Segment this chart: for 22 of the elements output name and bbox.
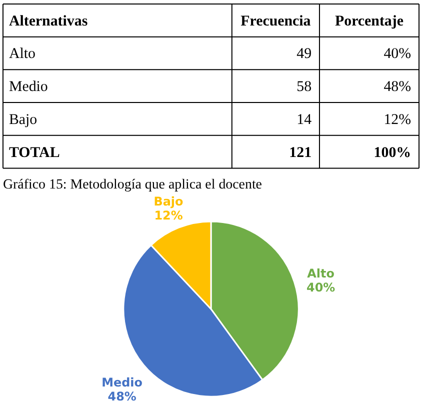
text: 40% bbox=[384, 46, 412, 62]
text: Alternativas bbox=[8, 13, 88, 30]
data-label: 48% bbox=[108, 390, 136, 404]
text: 100% bbox=[374, 144, 412, 161]
text: Porcentaje bbox=[335, 13, 404, 30]
data-label: 12% bbox=[154, 208, 183, 223]
slice-label: Medio bbox=[102, 376, 142, 390]
chart-title: Gráfico 15: Metodología que aplica el docente bbox=[2, 178, 262, 193]
slice-label: Alto bbox=[307, 266, 334, 280]
text: Bajo bbox=[8, 112, 38, 128]
text: 48% bbox=[384, 79, 412, 96]
text: Medio bbox=[8, 79, 48, 96]
text: Alto bbox=[8, 46, 36, 62]
text: 121 bbox=[289, 144, 312, 161]
text: 49 bbox=[296, 46, 312, 62]
text: Frecuencia bbox=[240, 13, 312, 30]
text: TOTAL bbox=[8, 144, 60, 161]
text: 14 bbox=[296, 112, 312, 128]
slice-label: Bajo bbox=[154, 194, 184, 209]
text: 12% bbox=[384, 112, 412, 128]
text: 58 bbox=[296, 79, 312, 96]
data-label: 40% bbox=[306, 280, 336, 294]
